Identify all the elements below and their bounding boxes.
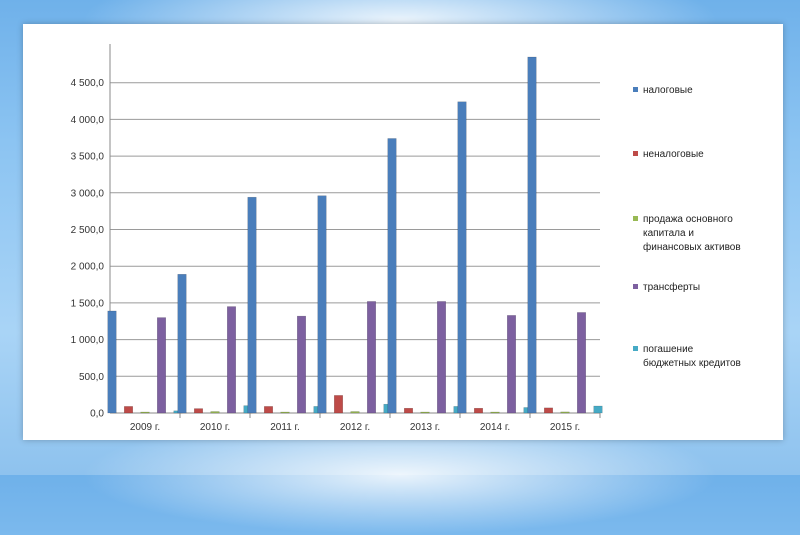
bar-3-5 (507, 315, 516, 414)
x-tick-label: 2011 г. (270, 422, 300, 433)
bar-0-3 (317, 195, 327, 414)
bar-2-2 (280, 411, 290, 414)
y-tick-label: 4 500,0 (71, 78, 105, 89)
bar-0-5 (457, 101, 467, 414)
legend-label: неналоговые (643, 149, 704, 160)
bar-0-0 (107, 310, 117, 414)
bar-1-5 (474, 407, 483, 414)
x-tick-label: 2010 г. (200, 422, 230, 433)
bar-2-1 (210, 411, 220, 414)
bar-3-3 (367, 301, 376, 414)
bar-2-3 (350, 411, 360, 414)
y-tick-label: 3 500,0 (71, 152, 105, 163)
bar-2-0 (140, 411, 150, 414)
x-tick-label: 2014 г. (480, 422, 510, 433)
legend-label: продажа основного (643, 214, 733, 225)
legend-label: бюджетных кредитов (643, 357, 741, 369)
bar-2-5 (490, 411, 500, 414)
bar-0-1 (177, 274, 187, 414)
bar-3-2 (297, 315, 306, 414)
bar-2-6 (560, 411, 570, 414)
y-tick-label: 2 500,0 (71, 225, 105, 236)
bar-0-2 (247, 196, 257, 414)
legend-swatch (633, 87, 638, 92)
bar-3-6 (577, 312, 586, 414)
legend-label: капитала и (643, 228, 694, 239)
bar-1-4 (404, 407, 413, 414)
y-tick-label: 3 000,0 (71, 188, 105, 199)
bar-0-6 (527, 56, 537, 414)
x-tick-label: 2009 г. (130, 422, 160, 433)
bar-1-3 (334, 395, 343, 414)
bar-4-6 (593, 405, 603, 414)
bar-chart: 0,0 500,0 1 000,0 1 500,0 2 000,0 2 500,0 3 00… (71, 44, 741, 433)
legend-label: трансферты (643, 281, 700, 293)
legend-swatch (633, 284, 638, 289)
legend-swatch (633, 216, 638, 221)
legend-swatch (633, 346, 638, 351)
y-tick-label: 1 500,0 (71, 298, 105, 309)
y-tick-label: 500,0 (79, 372, 104, 383)
y-tick-label: 4 000,0 (71, 115, 105, 126)
bar-1-6 (544, 407, 553, 414)
bar-1-0 (124, 406, 133, 414)
bar-3-1 (227, 306, 236, 414)
legend-swatch (633, 151, 638, 156)
legend-label: налоговые (643, 85, 693, 96)
legend-label: финансовых активов (643, 241, 741, 253)
legend-label: погашение (643, 344, 694, 355)
bar-3-0 (157, 317, 166, 414)
bar-1-2 (264, 406, 273, 414)
y-tick-label: 0,0 (90, 409, 104, 420)
chart-panel: 0,0 500,0 1 000,0 1 500,0 2 000,0 2 500,0 3 00… (23, 24, 783, 440)
bar-2-4 (420, 411, 430, 414)
y-tick-label: 1 000,0 (71, 335, 105, 346)
x-tick-label: 2015 г. (550, 422, 580, 433)
bar-0-4 (387, 138, 397, 414)
bar-1-1 (194, 408, 203, 414)
x-tick-label: 2012 г. (340, 422, 370, 433)
y-tick-label: 2 000,0 (71, 262, 105, 273)
bar-3-4 (437, 301, 446, 414)
x-tick-label: 2013 г. (410, 422, 440, 433)
